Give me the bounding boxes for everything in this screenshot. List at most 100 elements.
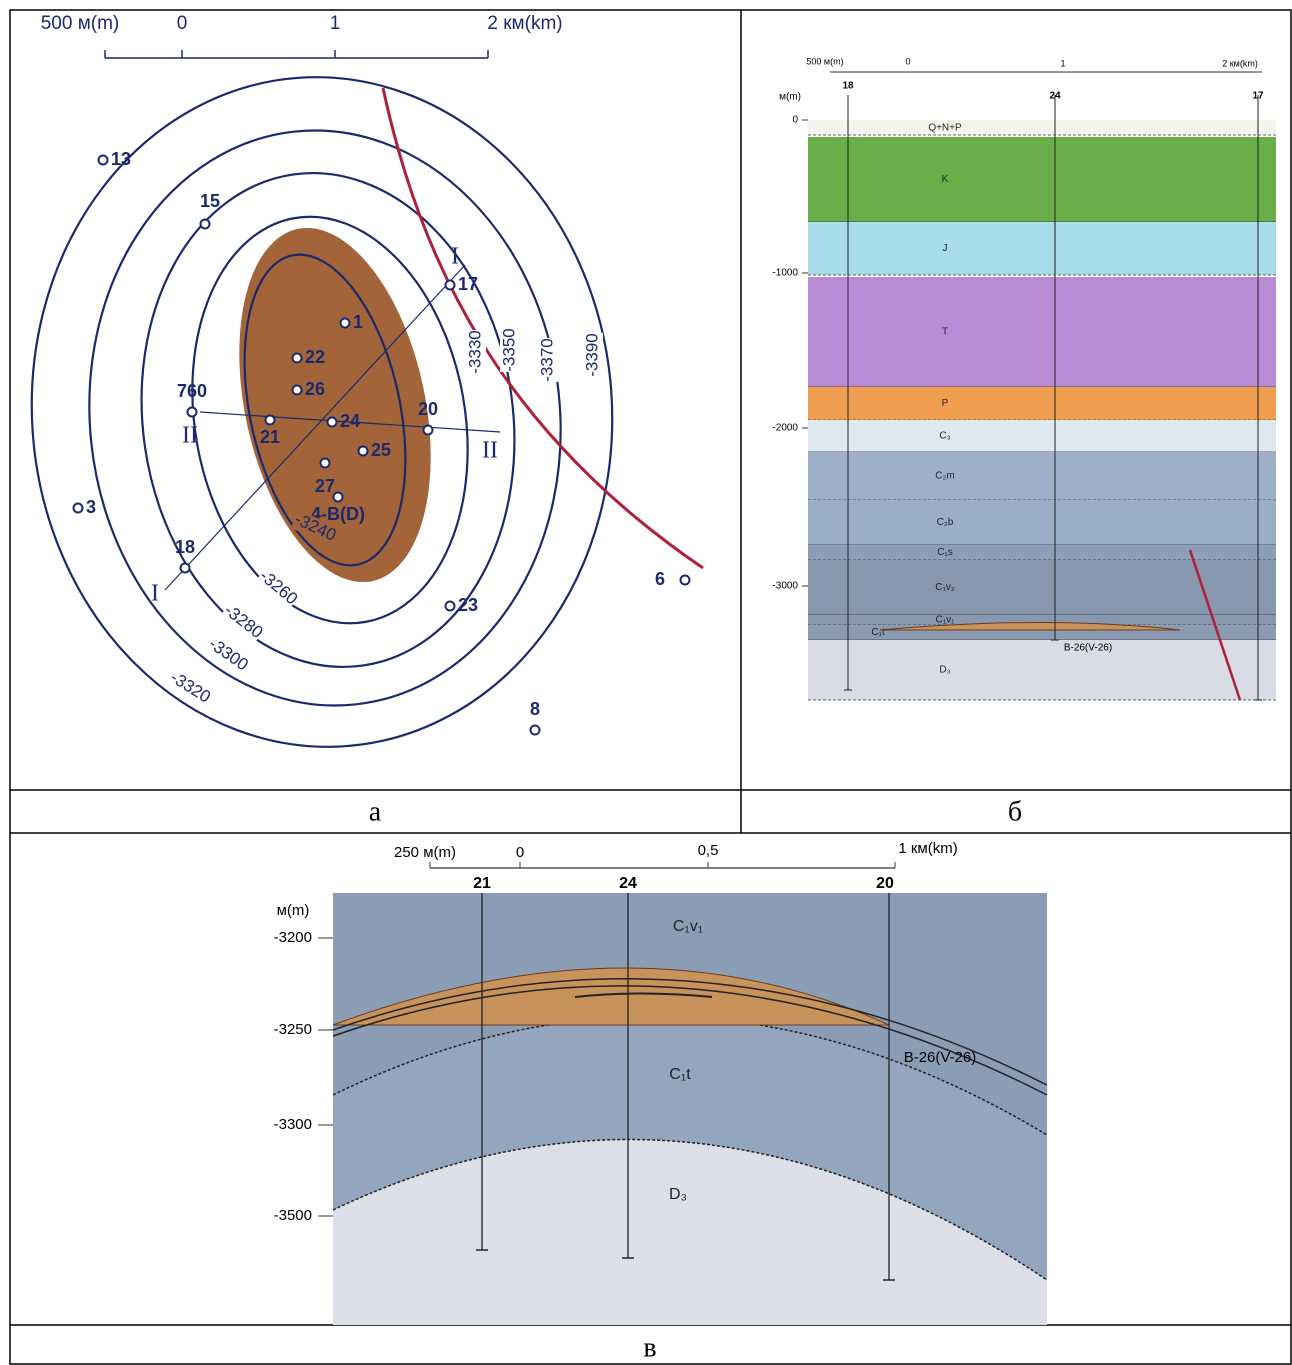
well-label: 27 xyxy=(315,476,335,496)
label-gap xyxy=(538,338,558,382)
well xyxy=(97,154,109,166)
layer-label: C₂b xyxy=(937,517,954,528)
label-gap xyxy=(166,667,214,709)
well-label: 20 xyxy=(418,399,438,419)
well xyxy=(186,406,198,418)
depth-tick-label: -1000 xyxy=(772,268,798,279)
contour xyxy=(140,171,516,669)
well-label: 13 xyxy=(111,149,131,169)
layer-label: C₃ xyxy=(939,431,950,442)
layer xyxy=(808,452,1276,500)
layer xyxy=(808,420,1276,452)
contour-label: -3320 xyxy=(167,668,214,707)
label-gap xyxy=(466,330,486,374)
well-label: 17 xyxy=(1252,91,1264,102)
layer xyxy=(808,222,1276,275)
scale-label: 2 км(km) xyxy=(487,13,562,34)
boundary xyxy=(332,978,1048,1086)
cross-section-detail: 21 24 20 C₁v₁ C₁t D₃ В-26(V-26) м(m) -3200 -3250 -… xyxy=(274,840,1048,1325)
well-label: 21 xyxy=(473,875,491,892)
horizon-label: В-26(V-26) xyxy=(1064,643,1112,654)
well-label: 17 xyxy=(458,274,478,294)
scale-label: 0 xyxy=(905,56,910,66)
well-label: 21 xyxy=(260,427,280,447)
oil-lens xyxy=(332,967,890,1026)
fault xyxy=(381,87,704,570)
well-label: 1 xyxy=(353,312,363,332)
well xyxy=(357,445,369,457)
oil-lens xyxy=(879,622,1181,631)
layer-label: C₁v₁ xyxy=(936,615,956,626)
well-label: 3 xyxy=(86,497,96,517)
well-label: 25 xyxy=(371,440,391,460)
layer xyxy=(808,120,1276,135)
well-label: 24 xyxy=(1049,91,1061,102)
layer-label: C₁v₂ xyxy=(935,582,955,593)
contour xyxy=(30,76,614,748)
well xyxy=(291,352,303,364)
well xyxy=(422,424,434,436)
well xyxy=(444,279,456,291)
label-gap xyxy=(254,566,302,610)
axis-unit: м(m) xyxy=(277,902,310,919)
layer-label: J xyxy=(943,243,948,254)
label-gap xyxy=(290,509,340,547)
scale-label: 0 xyxy=(177,13,188,34)
label-gap xyxy=(500,328,520,372)
layer xyxy=(808,615,1276,625)
well xyxy=(444,600,456,612)
contour xyxy=(88,129,562,707)
well-label: 24 xyxy=(340,411,360,431)
layer-label: T xyxy=(942,327,948,338)
layer xyxy=(808,387,1276,420)
well xyxy=(264,414,276,426)
scale-label: 500 м(m) xyxy=(806,56,843,66)
scale-label: 2 км(km) xyxy=(1222,58,1258,68)
caption: б xyxy=(1008,796,1022,827)
scale-label: 1 xyxy=(330,13,341,34)
layer xyxy=(808,137,1276,222)
well xyxy=(679,574,691,586)
table-border xyxy=(9,9,1292,1365)
depth-tick-label: -3300 xyxy=(274,1116,312,1133)
section-mark: II xyxy=(182,423,198,449)
section-mark: II xyxy=(482,438,498,464)
scale-label: 0,5 xyxy=(698,842,719,859)
layer-label: Q+N+P xyxy=(928,123,962,134)
well-label: 15 xyxy=(200,191,220,211)
contour xyxy=(191,215,469,625)
section-line xyxy=(164,264,466,591)
contour xyxy=(243,253,407,567)
well xyxy=(179,562,191,574)
layer-label: C₁v₁ xyxy=(673,918,703,935)
structure-map xyxy=(30,57,704,748)
layer xyxy=(808,545,1276,560)
well-label: 6 xyxy=(655,569,665,589)
well xyxy=(72,502,84,514)
well xyxy=(529,724,541,736)
depth-tick-label: 0 xyxy=(792,115,798,126)
layer-label: P xyxy=(942,398,949,409)
well-label: 18 xyxy=(175,537,195,557)
depth-tick-label: -2000 xyxy=(772,423,798,434)
well xyxy=(199,218,211,230)
fault xyxy=(1188,549,1242,701)
layer-label: D₃ xyxy=(939,665,950,676)
well xyxy=(291,384,303,396)
horizon-label: В-26(V-26) xyxy=(904,1049,977,1066)
well-label: 18 xyxy=(842,81,854,92)
boundary xyxy=(332,1015,1048,1136)
contour-label: -3330 xyxy=(465,330,484,373)
well-label: 26 xyxy=(305,379,325,399)
scale-label: 250 м(m) xyxy=(394,844,456,861)
well-label: 20 xyxy=(876,875,894,892)
layer-label: K xyxy=(942,174,949,185)
layer-label: D₃ xyxy=(669,1186,687,1203)
scale-label: 1 xyxy=(1060,58,1065,68)
section-line xyxy=(199,411,501,433)
scale-label: 0 xyxy=(516,844,524,861)
well-label: 8 xyxy=(530,699,540,719)
cross-section: Q+N+P K J T P C₃ C₂m C₂b C₁s C₁v₂ C₁v₁ C₁t D₃ 18 24 17 В… xyxy=(772,56,1276,701)
contour-label: -3390 xyxy=(582,333,601,376)
caption: а xyxy=(369,796,382,827)
